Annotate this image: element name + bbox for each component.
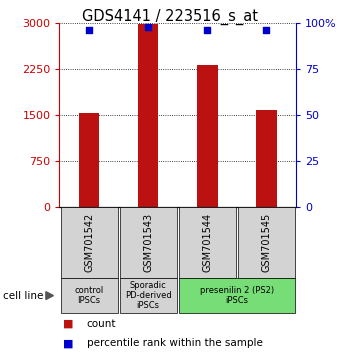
Text: Sporadic
PD-derived
iPSCs: Sporadic PD-derived iPSCs xyxy=(125,281,171,310)
Point xyxy=(264,28,269,33)
Text: GSM701543: GSM701543 xyxy=(143,213,153,272)
Text: GSM701542: GSM701542 xyxy=(84,213,94,272)
Point xyxy=(146,24,151,29)
Bar xyxy=(138,24,158,207)
Point xyxy=(204,28,210,33)
Bar xyxy=(256,109,277,207)
Bar xyxy=(79,113,99,207)
Bar xyxy=(197,65,218,207)
Text: count: count xyxy=(87,319,116,329)
Text: cell line: cell line xyxy=(3,291,44,301)
Text: GSM701544: GSM701544 xyxy=(202,213,212,272)
Text: GDS4141 / 223516_s_at: GDS4141 / 223516_s_at xyxy=(82,9,258,25)
Text: ■: ■ xyxy=(63,319,73,329)
Text: control
IPSCs: control IPSCs xyxy=(74,286,104,305)
Text: ■: ■ xyxy=(63,338,73,348)
Point xyxy=(86,28,92,33)
Text: GSM701545: GSM701545 xyxy=(261,213,271,272)
Text: percentile rank within the sample: percentile rank within the sample xyxy=(87,338,262,348)
Text: presenilin 2 (PS2)
iPSCs: presenilin 2 (PS2) iPSCs xyxy=(200,286,274,305)
